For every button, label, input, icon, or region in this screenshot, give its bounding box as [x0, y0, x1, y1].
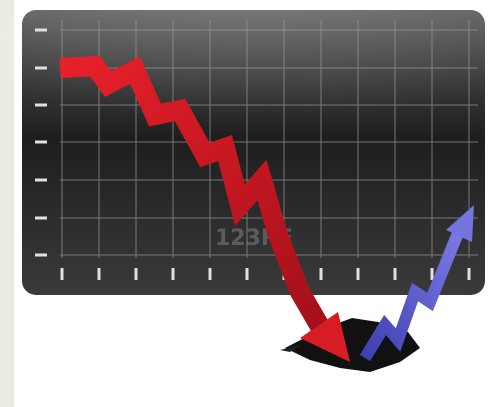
rising-arrowhead	[446, 205, 474, 242]
crack-shard	[280, 345, 300, 352]
rising-arrow	[359, 225, 466, 362]
falling-arrow	[59, 55, 331, 336]
falling-arrowhead	[300, 312, 350, 362]
